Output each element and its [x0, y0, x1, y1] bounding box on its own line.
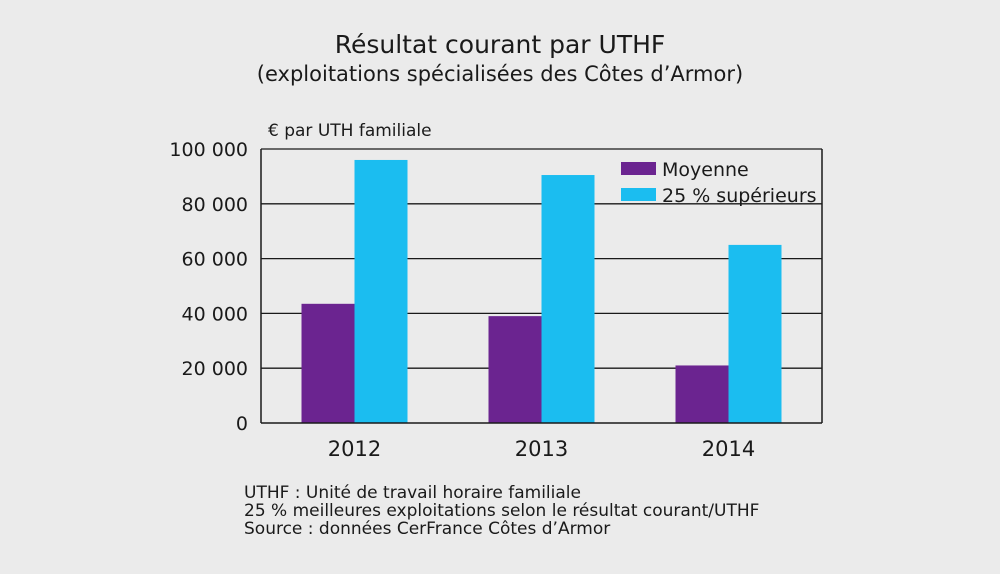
y-axis-label: € par UTH familiale — [268, 121, 432, 141]
bar-superieurs-2012 — [354, 159, 408, 423]
legend: Moyenne 25 % supérieurs — [621, 159, 817, 207]
chart-subtitle: (exploitations spécialisées des Côtes d’… — [256, 62, 744, 86]
bar-moyenne-2013 — [488, 316, 542, 423]
y-tick-label: 100 000 — [169, 139, 248, 161]
note-uthf: UTHF : Unité de travail horaire familial… — [244, 483, 581, 503]
y-tick-label: 40 000 — [182, 303, 248, 325]
bar-superieurs-2013 — [541, 175, 595, 423]
x-tick-labels: 2012 2013 2014 — [328, 437, 755, 461]
x-tick-label: 2013 — [515, 437, 568, 461]
axes — [260, 149, 823, 424]
chart-title: Résultat courant par UTHF — [334, 30, 666, 59]
x-tick-label: 2012 — [328, 437, 381, 461]
y-tick-label: 60 000 — [182, 249, 248, 271]
y-tick-label: 20 000 — [182, 358, 248, 380]
bar-moyenne-2012 — [301, 303, 355, 423]
y-tick-label: 0 — [236, 413, 248, 435]
note-source: Source : données CerFrance Côtes d’Armor — [244, 519, 611, 539]
bar-superieurs-2014 — [728, 244, 782, 423]
legend-swatch — [621, 188, 656, 201]
legend-label: 25 % supérieurs — [662, 185, 817, 207]
legend-swatch — [621, 162, 656, 175]
bar-moyenne-2014 — [675, 365, 729, 423]
legend-label: Moyenne — [662, 159, 749, 181]
x-tick-label: 2014 — [702, 437, 755, 461]
footnotes: UTHF : Unité de travail horaire familial… — [244, 484, 759, 538]
y-tick-label: 80 000 — [182, 194, 248, 216]
bars — [301, 159, 782, 423]
y-tick-labels: 0 20 000 40 000 60 000 80 000 100 000 — [169, 139, 248, 435]
note-top-quartile: 25 % meilleures exploitations selon le r… — [244, 501, 760, 521]
